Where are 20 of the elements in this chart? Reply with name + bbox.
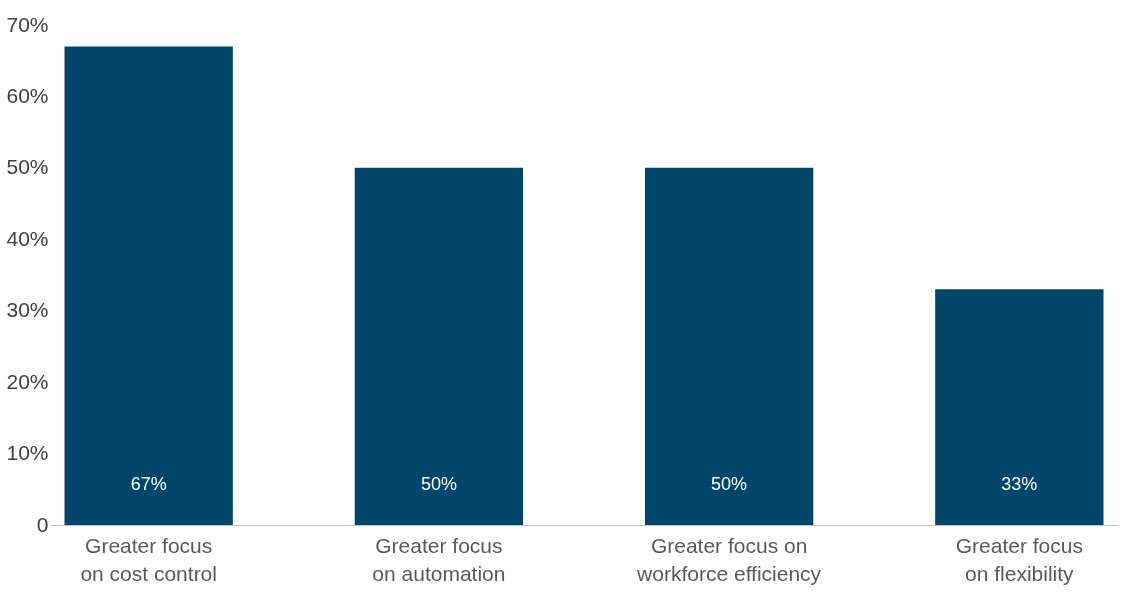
data-label: 50% [711,474,748,494]
data-label: 33% [1001,474,1038,494]
y-tick-label: 50% [6,155,49,179]
y-tick-label: 70% [6,12,49,36]
y-tick-label: 0 [36,512,49,536]
bar [64,46,233,525]
x-tick-label: Greater focus on workforce efficiency [636,533,822,585]
bar [644,167,814,525]
y-tick-label: 20% [6,369,49,393]
y-tick-label: 60% [6,83,49,107]
x-tick-label: Greater focus on automation [372,533,506,585]
y-tick-label: 10% [6,441,49,465]
y-tick-label: 30% [6,298,49,322]
x-tick-label: Greater focus on flexibility [955,533,1083,585]
x-tick-label: Greater focus on cost control [80,533,217,585]
data-label: 67% [130,474,167,494]
bar [935,289,1104,525]
y-tick-label: 40% [6,226,49,250]
data-label: 50% [420,474,457,494]
bar [354,167,524,525]
